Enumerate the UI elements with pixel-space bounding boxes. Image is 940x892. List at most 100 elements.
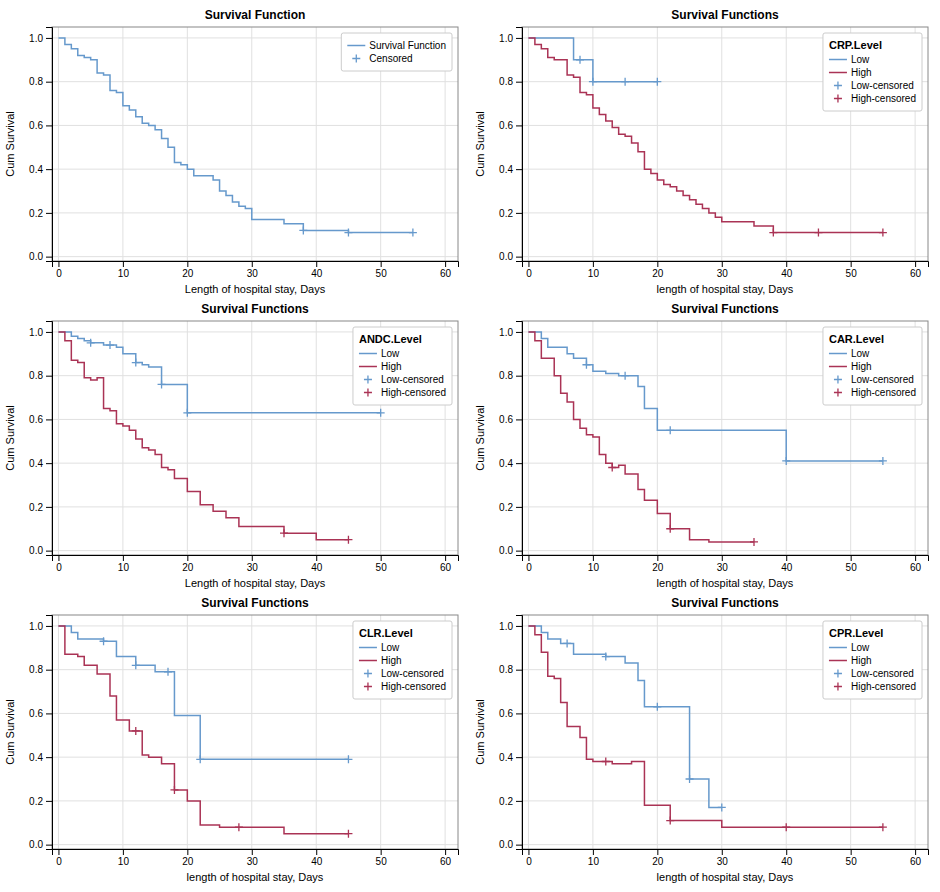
x-tick: 50	[376, 555, 388, 573]
legend-swatch	[829, 59, 847, 61]
grid	[522, 615, 928, 849]
legend-swatch	[829, 366, 847, 368]
y-tick-label: 0.2	[29, 502, 43, 513]
grid-line-y	[52, 419, 458, 420]
x-tick-mark	[528, 261, 529, 267]
censor-mark	[718, 803, 726, 811]
y-tick: 0.0	[499, 839, 522, 850]
y-tick-mark	[46, 169, 52, 170]
x-tick-label: 30	[717, 268, 729, 279]
y-axis: 0.00.20.40.60.81.0	[499, 322, 522, 557]
x-tick-mark	[915, 555, 916, 561]
x-axis-line	[523, 850, 929, 856]
x-axis-title: Length of hospital stay, Days	[185, 577, 326, 589]
y-tick-mark	[46, 551, 52, 552]
x-tick-label: 30	[247, 562, 259, 573]
y-axis-title: Cum Survival	[474, 111, 486, 176]
censor-mark	[344, 830, 352, 838]
censor-mark	[602, 653, 610, 661]
x-tick-label: 0	[526, 856, 532, 867]
grid-line-y	[52, 125, 458, 126]
x-tick: 60	[910, 849, 922, 867]
x-tick-label: 40	[311, 856, 323, 867]
x-tick-label: 40	[781, 268, 793, 279]
y-tick-mark	[516, 845, 522, 846]
x-axis-title: length of hospital stay, Days	[657, 577, 794, 589]
plot-area	[58, 626, 352, 838]
legend-box	[341, 33, 452, 71]
grid-line-y	[52, 800, 458, 801]
y-tick: 0.2	[499, 208, 522, 219]
censor-mark	[87, 339, 95, 347]
legend-swatch	[352, 55, 360, 63]
x-axis: 0102030405060	[53, 849, 459, 867]
y-axis: 0.00.20.40.60.81.0	[29, 616, 52, 851]
censor-mark	[409, 229, 417, 237]
x-tick-label: 0	[56, 268, 62, 279]
y-tick-mark	[46, 257, 52, 258]
y-axis: 0.00.20.40.60.81.0	[499, 616, 522, 851]
censor-mark	[158, 380, 166, 388]
grid-line-y	[522, 757, 928, 758]
y-tick-label: 1.0	[499, 621, 513, 632]
legend: Survival FunctionCensored	[341, 33, 452, 71]
x-tick-mark	[528, 849, 529, 855]
legend-box	[823, 327, 922, 405]
x-axis-line	[523, 556, 929, 562]
y-tick-label: 1.0	[499, 327, 513, 338]
panel: 01020304050600.00.20.40.60.81.0Survival …	[4, 302, 459, 589]
x-tick-mark	[657, 261, 658, 267]
y-tick: 0.2	[29, 208, 52, 219]
y-tick-mark	[516, 713, 522, 714]
x-axis-line	[53, 262, 459, 268]
legend-box	[823, 621, 922, 699]
censor-mark	[782, 457, 790, 465]
censor-mark	[170, 786, 178, 794]
plot-background	[52, 321, 458, 555]
x-tick: 10	[588, 849, 600, 867]
y-tick: 0.6	[29, 120, 52, 131]
y-axis-title: Cum Survival	[474, 405, 486, 470]
grid-line-x	[187, 321, 188, 555]
x-tick: 20	[652, 261, 664, 279]
y-tick: 0.4	[499, 752, 522, 763]
y-tick-mark	[46, 845, 52, 846]
y-tick-label: 0.2	[29, 208, 43, 219]
x-tick: 50	[846, 555, 858, 573]
censor-mark	[879, 823, 887, 831]
y-tick: 1.0	[29, 33, 52, 44]
y-tick-mark	[516, 332, 522, 333]
grid-line-x	[657, 321, 658, 555]
x-tick: 20	[182, 849, 194, 867]
censor-mark	[344, 229, 352, 237]
plot-background	[522, 615, 928, 849]
legend-swatch	[829, 353, 847, 355]
censor-mark	[280, 529, 288, 537]
x-tick-mark	[316, 555, 317, 561]
x-tick-mark	[252, 261, 253, 267]
y-tick-mark	[516, 419, 522, 420]
plot-frame	[522, 27, 928, 261]
x-tick-label: 20	[182, 562, 194, 573]
x-tick-label: 50	[376, 268, 388, 279]
legend-swatch	[834, 670, 842, 678]
x-tick-label: 10	[588, 856, 600, 867]
legend-label: Low-censored	[851, 80, 914, 91]
x-tick: 50	[376, 849, 388, 867]
x-tick-label: 50	[846, 856, 858, 867]
survival-step	[528, 332, 754, 542]
x-tick-label: 50	[846, 268, 858, 279]
censor-mark	[132, 359, 140, 367]
y-tick-mark	[46, 463, 52, 464]
x-tick-label: 10	[118, 856, 130, 867]
grid-line-x	[58, 615, 59, 849]
y-tick-mark	[516, 213, 522, 214]
x-tick: 10	[118, 261, 130, 279]
x-tick-label: 60	[440, 268, 452, 279]
x-tick-label: 60	[910, 856, 922, 867]
x-tick-mark	[786, 555, 787, 561]
legend-label: High	[381, 361, 402, 372]
grid-line-y	[52, 713, 458, 714]
x-tick: 0	[56, 849, 62, 867]
y-tick-mark	[46, 332, 52, 333]
